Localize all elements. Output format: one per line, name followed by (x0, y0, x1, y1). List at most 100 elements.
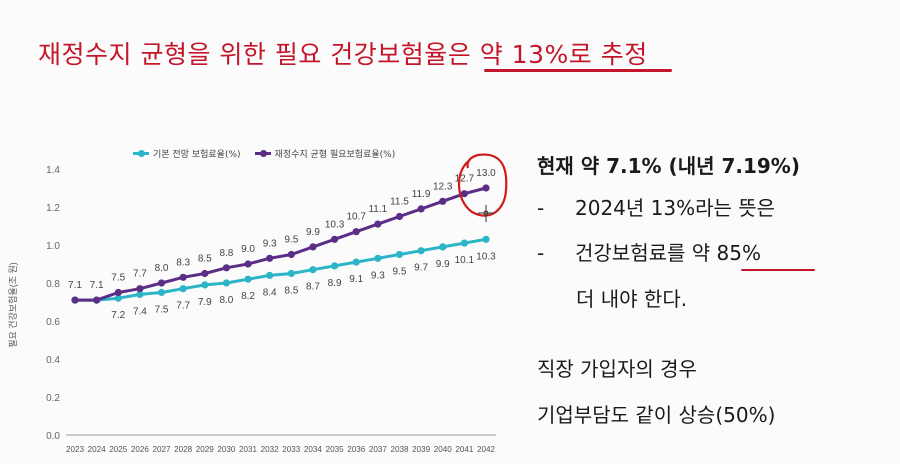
x-tick-label: 2023 (66, 445, 85, 454)
data-point (417, 247, 425, 255)
data-label: 12.7 (455, 174, 475, 185)
data-label: 8.5 (198, 254, 212, 265)
data-label: 10.3 (325, 219, 345, 230)
data-label: 8.7 (306, 282, 320, 293)
data-point (201, 269, 209, 278)
legend-teal-marker-icon (133, 149, 149, 157)
data-label: 9.3 (371, 270, 385, 281)
data-point (244, 260, 252, 268)
y-tick-label: 0.0 (46, 431, 60, 442)
data-point (374, 254, 382, 262)
legend-label: 기본 전망 보험료율(%) (153, 150, 241, 160)
data-label: 11.9 (412, 189, 431, 200)
data-point (287, 250, 295, 259)
x-tick-label: 2026 (131, 445, 150, 454)
data-label: 8.0 (155, 263, 169, 274)
data-label: 9.1 (349, 274, 363, 285)
x-tick-label: 2033 (282, 445, 301, 454)
data-label: 12.3 (433, 181, 453, 192)
data-point (157, 279, 166, 287)
data-point (417, 205, 425, 213)
data-label: 10.7 (346, 212, 366, 223)
data-point (179, 273, 187, 281)
data-point (93, 296, 101, 304)
data-point (222, 279, 231, 287)
line-chart: 0.0 0.2 0.4 0.6 0.8 1.0 1.2 1.4 필요 건강보험율(조 원) 202… (7, 153, 508, 454)
data-label: 7.1 (90, 280, 104, 291)
data-label: 7.7 (176, 301, 190, 312)
data-label: 13.0 (476, 168, 496, 179)
data-point (309, 266, 317, 274)
data-point (136, 285, 144, 293)
x-tick-label: 2041 (455, 445, 474, 454)
data-point (460, 239, 468, 247)
y-tick-label: 1.2 (46, 203, 60, 214)
data-point (460, 190, 468, 198)
cursor-crosshair-icon (483, 210, 489, 216)
data-point (266, 271, 274, 279)
x-tick-label: 2035 (326, 445, 345, 454)
x-tick-label: 2028 (174, 445, 193, 454)
data-label: 8.2 (241, 291, 255, 302)
data-label: 8.0 (219, 295, 233, 306)
bullet-1-text: 2024년 13%라는 뜻은 (575, 196, 776, 220)
legend-item-required: 재정수지 균형 필요보험료율(%) (254, 147, 396, 160)
data-label: 7.9 (198, 297, 212, 308)
data-label: 7.7 (133, 269, 147, 280)
data-label: 7.1 (68, 280, 82, 291)
data-point (330, 262, 339, 270)
data-point (309, 243, 317, 251)
data-point (330, 235, 339, 243)
data-label: 7.5 (155, 305, 169, 316)
data-label: 8.3 (176, 257, 190, 268)
data-label: 9.5 (393, 267, 407, 278)
data-label: 9.7 (414, 263, 428, 274)
data-label: 8.5 (284, 286, 298, 297)
bullet-1: -2024년 13%라는 뜻은 (537, 196, 776, 220)
data-point (266, 254, 274, 262)
y-tick-label: 1.0 (46, 241, 60, 252)
current-rate-heading: 현재 약 7.1% (내년 7.19%) (537, 154, 800, 178)
85-percent-underline-annotation (741, 269, 815, 271)
x-tick-label: 2025 (109, 445, 128, 454)
data-label: 8.9 (328, 278, 342, 289)
data-point (395, 212, 404, 221)
data-point (136, 290, 144, 298)
bullet-2: - 건강보험료를 약 85% (537, 241, 761, 265)
y-tick-label: 0.2 (46, 393, 60, 404)
x-tick-label: 2038 (390, 445, 409, 454)
data-label: 10.3 (476, 251, 496, 262)
data-label: 9.3 (263, 238, 277, 249)
x-tick-label: 2034 (304, 445, 323, 454)
x-tick-label: 2032 (261, 445, 280, 454)
required-series-line (75, 186, 487, 302)
y-axis-label: 필요 건강보험율(조 원) (7, 262, 18, 348)
x-tick-label: 2039 (412, 445, 431, 454)
x-tick-label: 2030 (217, 445, 236, 454)
x-tick-label: 2027 (153, 445, 172, 454)
data-label: 11.5 (390, 197, 409, 208)
data-label: 9.0 (241, 244, 255, 255)
note-line-2: 기업부담도 같이 상승(50%) (537, 403, 776, 427)
x-tick-label: 2042 (477, 445, 496, 454)
x-tick-label: 2031 (239, 445, 258, 454)
data-label: 11.1 (368, 204, 387, 215)
y-tick-label: 0.4 (46, 355, 60, 366)
data-label: 8.4 (263, 287, 277, 298)
data-point (374, 220, 382, 228)
legend-purple-marker-icon (254, 149, 271, 157)
data-point (114, 294, 122, 302)
legend-item-baseline: 기본 전망 보험료율(%) (133, 147, 241, 160)
data-label: 7.5 (111, 273, 125, 284)
data-point (71, 296, 79, 304)
data-label: 7.2 (111, 310, 125, 321)
red-circle-annotation (457, 153, 508, 217)
data-point (244, 275, 252, 283)
legend-label: 재정수지 균형 필요보험료율(%) (274, 150, 396, 160)
y-tick-label: 0.6 (46, 317, 60, 328)
note-line-1: 직장 가입자의 경우 (537, 357, 697, 381)
y-tick-label: 0.8 (46, 279, 60, 290)
data-point (157, 288, 166, 297)
data-point (352, 228, 360, 236)
data-label: 7.4 (133, 306, 147, 317)
